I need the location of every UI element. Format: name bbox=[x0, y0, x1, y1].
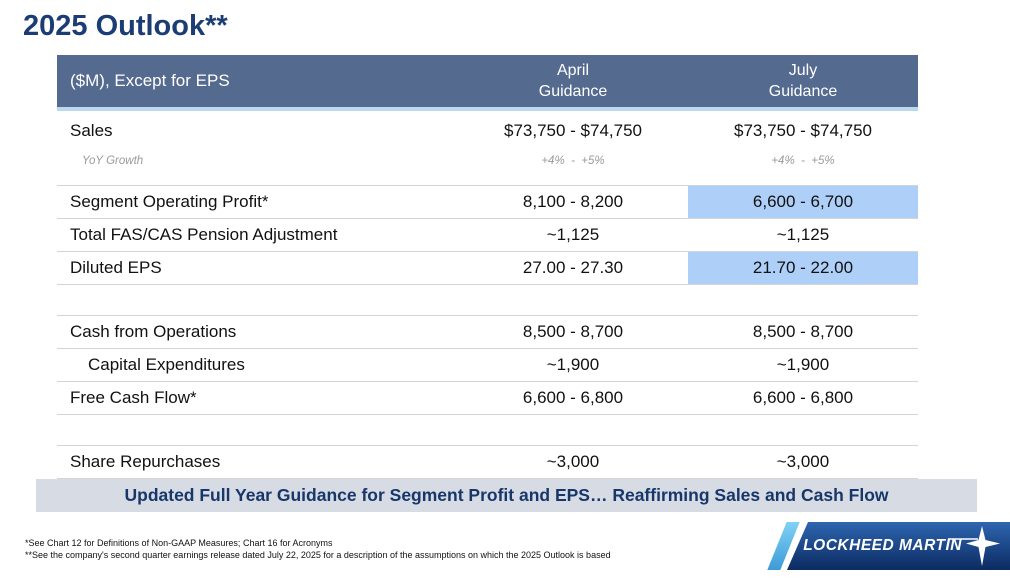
column-header-april-line2: Guidance bbox=[538, 83, 608, 100]
row-label: Share Repurchases bbox=[70, 452, 221, 471]
footnote-1: *See Chart 12 for Definitions of Non-GAA… bbox=[25, 538, 333, 548]
column-header-july-line1: July bbox=[788, 61, 818, 79]
cell-april: 27.00 - 27.30 bbox=[522, 258, 624, 277]
cell-july: ~1,125 bbox=[776, 225, 830, 244]
table-row-free-cash-flow: Free Cash Flow* 6,600 - 6,800 6,600 - 6,… bbox=[57, 381, 918, 415]
table-row-sales: Sales $73,750 - $74,750 $73,750 - $74,75… bbox=[57, 111, 918, 149]
row-label: Capital Expenditures bbox=[88, 355, 245, 374]
cell-april: 6,600 - 6,800 bbox=[522, 388, 624, 407]
table-row-capital-expenditures: Capital Expenditures ~1,900 ~1,900 bbox=[57, 348, 918, 381]
lockheed-martin-logo: LOCKHEED MARTIN bbox=[763, 522, 1010, 570]
column-header-july-line2: Guidance bbox=[768, 83, 838, 100]
section-gap bbox=[57, 415, 918, 445]
footnote-2: **See the company's second quarter earni… bbox=[25, 550, 611, 561]
cell-april: 8,100 - 8,200 bbox=[522, 192, 624, 211]
row-label: YoY Growth bbox=[82, 155, 144, 167]
outlook-table: ($M), Except for EPS April Guidance July… bbox=[57, 55, 918, 479]
table-row-pension-adjustment: Total FAS/CAS Pension Adjustment ~1,125 … bbox=[57, 218, 918, 251]
unit-label: ($M), Except for EPS bbox=[70, 71, 230, 90]
table-row-share-repurchases: Share Repurchases ~3,000 ~3,000 bbox=[57, 445, 918, 479]
column-header-april: April Guidance bbox=[458, 60, 688, 102]
column-header-july: July Guidance bbox=[688, 60, 918, 102]
table-row-diluted-eps: Diluted EPS 27.00 - 27.30 21.70 - 22.00 bbox=[57, 251, 918, 285]
cell-july: +4% - +5% bbox=[771, 155, 835, 167]
summary-banner: Updated Full Year Guidance for Segment P… bbox=[36, 479, 977, 512]
header-underline bbox=[57, 107, 918, 111]
table-header-row: ($M), Except for EPS April Guidance July… bbox=[57, 55, 918, 107]
page-title: 2025 Outlook** bbox=[23, 10, 228, 42]
table-row-cash-from-operations: Cash from Operations 8,500 - 8,700 8,500… bbox=[57, 315, 918, 348]
row-label: Free Cash Flow* bbox=[70, 388, 197, 407]
cell-july: ~3,000 bbox=[776, 452, 830, 471]
row-label: Total FAS/CAS Pension Adjustment bbox=[70, 225, 338, 244]
logo-banner: LOCKHEED MARTIN bbox=[787, 522, 1010, 570]
section-gap bbox=[57, 285, 918, 315]
cell-july: 8,500 - 8,700 bbox=[752, 322, 854, 341]
cell-july-highlighted: 6,600 - 6,700 bbox=[688, 186, 918, 218]
cell-july: $73,750 - $74,750 bbox=[733, 121, 872, 140]
cell-july: ~1,900 bbox=[776, 355, 830, 374]
row-label: Segment Operating Profit* bbox=[70, 192, 269, 211]
cell-april: +4% - +5% bbox=[541, 155, 605, 167]
logo-text: LOCKHEED MARTIN bbox=[803, 537, 962, 554]
star-icon bbox=[948, 526, 1000, 566]
summary-banner-text: Updated Full Year Guidance for Segment P… bbox=[124, 485, 889, 505]
column-header-april-line1: April bbox=[556, 61, 589, 79]
cell-july: 6,600 - 6,800 bbox=[752, 388, 854, 407]
section-spacer bbox=[57, 173, 918, 185]
cell-april: ~1,125 bbox=[546, 225, 600, 244]
row-label: Diluted EPS bbox=[70, 258, 162, 277]
cell-july-highlighted: 21.70 - 22.00 bbox=[688, 252, 918, 284]
cell-april: 8,500 - 8,700 bbox=[522, 322, 624, 341]
cell-april: ~1,900 bbox=[546, 355, 600, 374]
cell-april: $73,750 - $74,750 bbox=[503, 121, 642, 140]
row-label: Sales bbox=[70, 121, 113, 140]
table-row-yoy-growth: YoY Growth +4% - +5% +4% - +5% bbox=[57, 149, 918, 173]
row-label: Cash from Operations bbox=[70, 322, 237, 341]
table-row-segment-operating-profit: Segment Operating Profit* 8,100 - 8,200 … bbox=[57, 185, 918, 218]
footnotes: *See Chart 12 for Definitions of Non-GAA… bbox=[25, 537, 611, 561]
cell-april: ~3,000 bbox=[546, 452, 600, 471]
